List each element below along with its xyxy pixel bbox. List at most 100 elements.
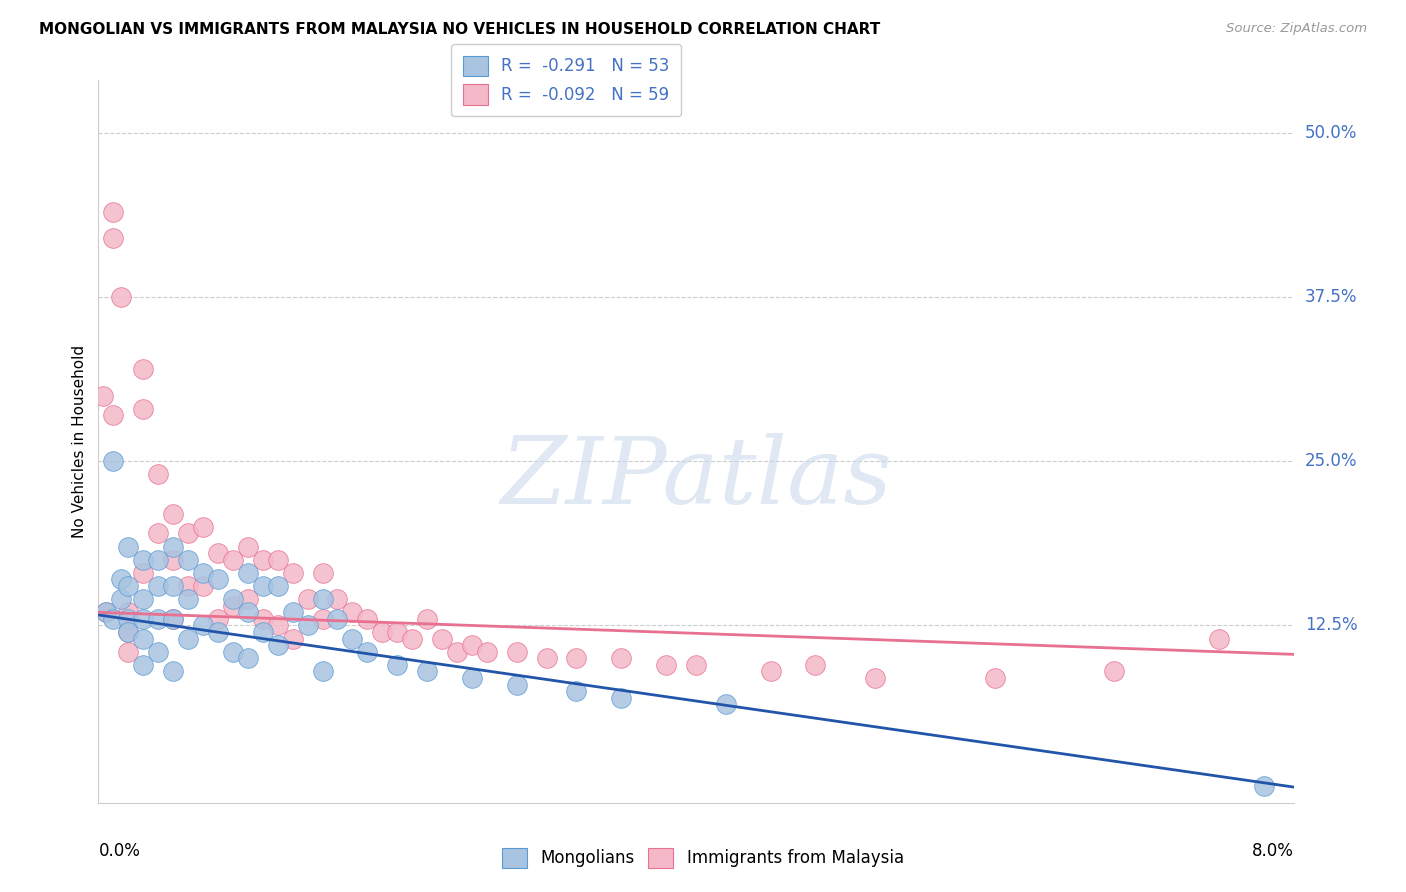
Point xyxy=(222,645,245,659)
Point xyxy=(94,605,117,619)
Point xyxy=(148,579,170,593)
Point xyxy=(132,657,155,672)
Point xyxy=(356,612,378,626)
Text: MONGOLIAN VS IMMIGRANTS FROM MALAYSIA NO VEHICLES IN HOUSEHOLD CORRELATION CHART: MONGOLIAN VS IMMIGRANTS FROM MALAYSIA NO… xyxy=(39,22,880,37)
Point xyxy=(865,671,887,685)
Point xyxy=(103,204,125,219)
Point xyxy=(506,677,529,691)
Point xyxy=(103,612,125,626)
Point xyxy=(281,566,304,580)
Point xyxy=(281,605,304,619)
Point xyxy=(311,665,333,679)
Point xyxy=(177,579,200,593)
Point xyxy=(91,388,114,402)
Point xyxy=(207,612,229,626)
Point xyxy=(342,605,364,619)
Point xyxy=(94,605,117,619)
Text: 25.0%: 25.0% xyxy=(1305,452,1357,470)
Point xyxy=(191,520,214,534)
Point xyxy=(252,625,274,640)
Point xyxy=(132,592,155,607)
Text: ZIPatlas: ZIPatlas xyxy=(501,433,891,523)
Point xyxy=(110,592,132,607)
Legend: R =  -0.291   N = 53, R =  -0.092   N = 59: R = -0.291 N = 53, R = -0.092 N = 59 xyxy=(451,44,682,116)
Point xyxy=(117,579,139,593)
Point xyxy=(148,645,170,659)
Point xyxy=(267,579,290,593)
Point xyxy=(207,625,229,640)
Point xyxy=(236,592,259,607)
Point xyxy=(565,684,588,698)
Point xyxy=(984,671,1007,685)
Point xyxy=(117,625,139,640)
Point xyxy=(162,540,184,554)
Point xyxy=(1208,632,1230,646)
Point xyxy=(610,690,633,705)
Point xyxy=(132,612,155,626)
Point xyxy=(162,553,184,567)
Point xyxy=(311,592,333,607)
Point xyxy=(446,645,468,659)
Point xyxy=(117,540,139,554)
Y-axis label: No Vehicles in Household: No Vehicles in Household xyxy=(72,345,87,538)
Point xyxy=(162,579,184,593)
Point xyxy=(565,651,588,665)
Point xyxy=(252,612,274,626)
Point xyxy=(236,540,259,554)
Text: 12.5%: 12.5% xyxy=(1305,616,1357,634)
Point xyxy=(103,409,125,423)
Point xyxy=(430,632,453,646)
Point xyxy=(177,632,200,646)
Point xyxy=(416,665,439,679)
Point xyxy=(356,645,378,659)
Point xyxy=(117,612,139,626)
Point xyxy=(103,231,125,245)
Point xyxy=(401,632,423,646)
Point xyxy=(385,657,409,672)
Point xyxy=(461,671,484,685)
Point xyxy=(177,553,200,567)
Point xyxy=(804,657,827,672)
Point xyxy=(281,632,304,646)
Point xyxy=(117,625,139,640)
Point xyxy=(475,645,498,659)
Point xyxy=(103,454,125,468)
Point xyxy=(162,612,184,626)
Point xyxy=(610,651,633,665)
Text: 50.0%: 50.0% xyxy=(1305,124,1357,142)
Text: 8.0%: 8.0% xyxy=(1251,842,1294,860)
Point xyxy=(191,579,214,593)
Point xyxy=(267,638,290,652)
Point xyxy=(326,592,349,607)
Point xyxy=(267,618,290,632)
Point xyxy=(461,638,484,652)
Point xyxy=(222,592,245,607)
Legend: Mongolians, Immigrants from Malaysia: Mongolians, Immigrants from Malaysia xyxy=(496,841,910,875)
Point xyxy=(236,566,259,580)
Point xyxy=(297,592,319,607)
Text: Source: ZipAtlas.com: Source: ZipAtlas.com xyxy=(1226,22,1367,36)
Point xyxy=(222,553,245,567)
Point xyxy=(236,651,259,665)
Point xyxy=(326,612,349,626)
Point xyxy=(117,645,139,659)
Point xyxy=(759,665,782,679)
Point xyxy=(148,553,170,567)
Point xyxy=(177,526,200,541)
Point xyxy=(117,605,139,619)
Point xyxy=(110,573,132,587)
Point xyxy=(371,625,394,640)
Point xyxy=(162,507,184,521)
Point xyxy=(311,566,333,580)
Text: 37.5%: 37.5% xyxy=(1305,288,1357,306)
Point xyxy=(148,467,170,482)
Point xyxy=(297,618,319,632)
Point xyxy=(191,566,214,580)
Point xyxy=(162,612,184,626)
Point xyxy=(177,592,200,607)
Point xyxy=(236,605,259,619)
Point xyxy=(267,553,290,567)
Text: 0.0%: 0.0% xyxy=(98,842,141,860)
Point xyxy=(536,651,558,665)
Point xyxy=(222,599,245,613)
